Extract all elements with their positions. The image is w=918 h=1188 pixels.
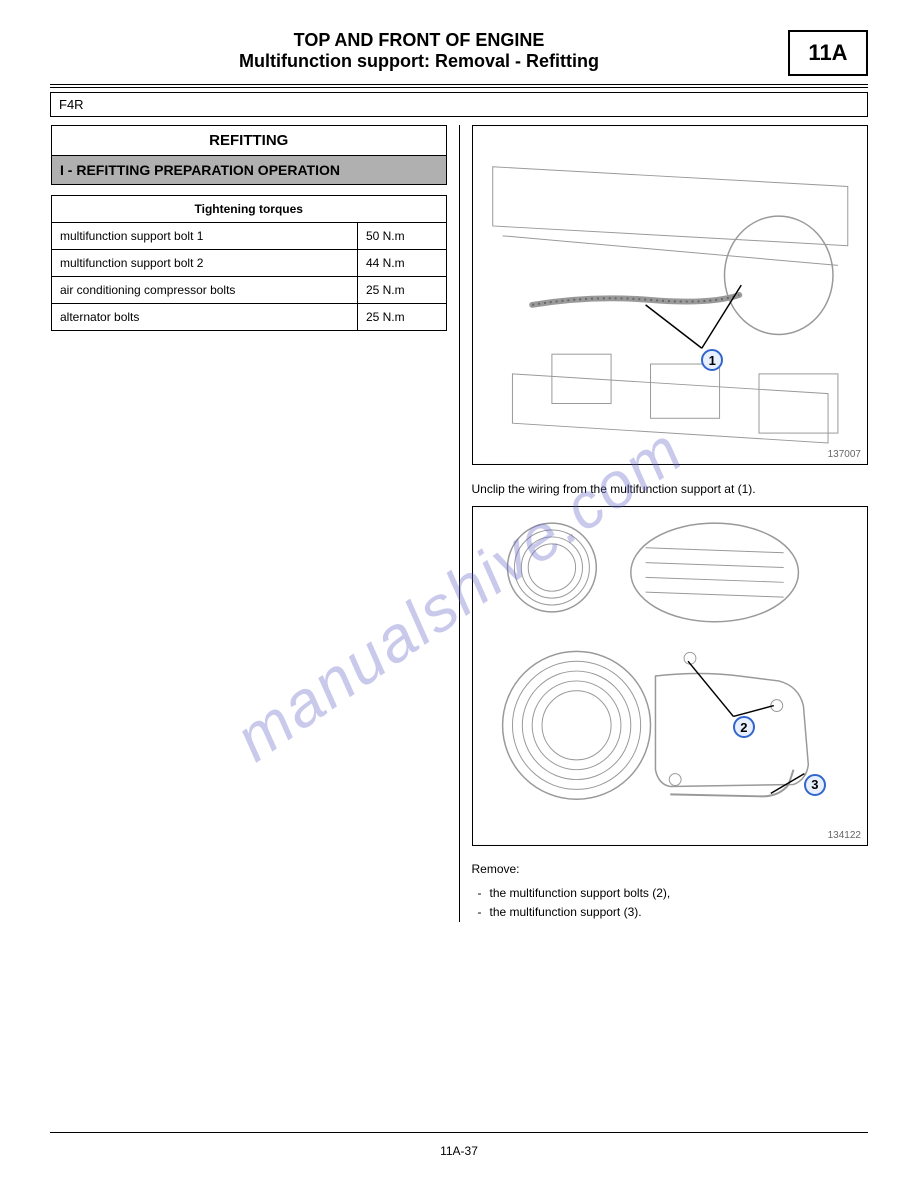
figure-2: 2 3 134122 — [472, 506, 869, 846]
figure-2-number: 134122 — [828, 830, 861, 841]
list-item: the multifunction support (3). — [478, 903, 869, 922]
engine-diagram-1 — [473, 126, 868, 464]
torque-header-row: Tightening torques — [52, 196, 447, 223]
figure-1-number: 137007 — [828, 449, 861, 460]
header-row: TOP AND FRONT OF ENGINE Multifunction su… — [50, 30, 868, 76]
torque-value: 44 N.m — [357, 250, 446, 277]
header-title-1: TOP AND FRONT OF ENGINE — [50, 30, 788, 51]
table-row: multifunction support bolt 1 50 N.m — [52, 223, 447, 250]
page-number: 11A-37 — [440, 1144, 478, 1158]
right-column: 1 137007 Unclip the wiring from the mult… — [460, 125, 869, 922]
callout-2-num: 2 — [740, 720, 747, 735]
table-row: multifunction support bolt 2 44 N.m — [52, 250, 447, 277]
table-row: air conditioning compressor bolts 25 N.m — [52, 277, 447, 304]
table-row: alternator bolts 25 N.m — [52, 304, 447, 331]
torque-item: multifunction support bolt 1 — [52, 223, 358, 250]
callout-3: 3 — [804, 774, 826, 796]
refitting-header: REFITTING — [52, 126, 446, 156]
left-column: REFITTING I - REFITTING PREPARATION OPER… — [51, 125, 460, 922]
callout-1-num: 1 — [709, 353, 716, 368]
header-title-2: Multifunction support: Removal - Refitti… — [50, 51, 788, 72]
content-row: REFITTING I - REFITTING PREPARATION OPER… — [50, 125, 868, 922]
figure-1-content: 1 137007 — [473, 126, 868, 464]
torque-header: Tightening torques — [52, 196, 447, 223]
refitting-box: REFITTING I - REFITTING PREPARATION OPER… — [51, 125, 447, 185]
remove-label: Remove: — [472, 862, 869, 876]
engine-code-bar: F4R — [50, 92, 868, 117]
header-text: TOP AND FRONT OF ENGINE Multifunction su… — [50, 30, 788, 72]
torque-item: air conditioning compressor bolts — [52, 277, 358, 304]
remove-list: the multifunction support bolts (2), the… — [478, 884, 869, 922]
section-code: 11A — [788, 30, 868, 76]
unclip-instruction: Unclip the wiring from the multifunction… — [472, 481, 869, 498]
torque-value: 25 N.m — [357, 304, 446, 331]
figure-1: 1 137007 — [472, 125, 869, 465]
footer-line — [50, 1132, 868, 1133]
page-container: TOP AND FRONT OF ENGINE Multifunction su… — [0, 0, 918, 1188]
torque-table: Tightening torques multifunction support… — [51, 195, 447, 331]
torque-item: alternator bolts — [52, 304, 358, 331]
header-divider — [50, 84, 868, 88]
torque-value: 50 N.m — [357, 223, 446, 250]
torque-item: multifunction support bolt 2 — [52, 250, 358, 277]
list-item: the multifunction support bolts (2), — [478, 884, 869, 903]
refitting-sub: I - REFITTING PREPARATION OPERATION — [52, 156, 446, 184]
callout-3-num: 3 — [811, 777, 818, 792]
figure-2-content: 2 3 134122 — [473, 507, 868, 845]
torque-value: 25 N.m — [357, 277, 446, 304]
